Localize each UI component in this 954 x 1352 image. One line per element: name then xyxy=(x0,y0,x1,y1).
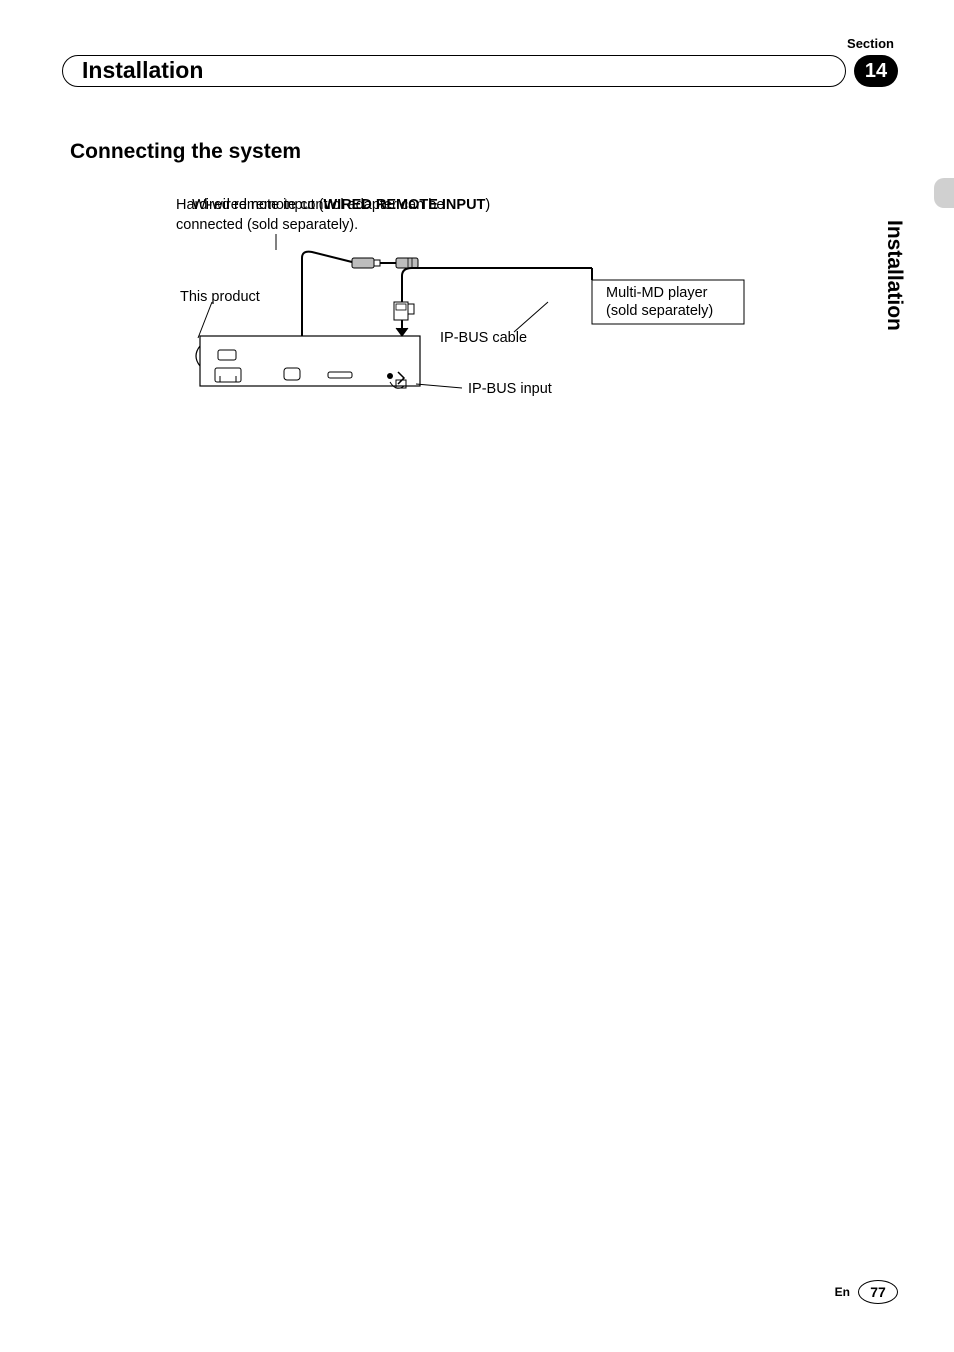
page-title: Installation xyxy=(82,57,203,84)
header-row: Installation 14 xyxy=(62,55,898,87)
ipbus-cable-label: IP-BUS cable xyxy=(440,329,527,349)
footer-language: En xyxy=(835,1285,850,1299)
ipbus-input-label: IP-BUS input xyxy=(468,380,552,400)
connection-diagram: Wired remote input (WIRED REMOTE INPUT) … xyxy=(70,176,750,416)
section-number-badge: 14 xyxy=(854,55,898,87)
multi-md-line2: (sold separately) xyxy=(606,302,713,322)
section-label: Section xyxy=(847,36,894,51)
multi-md-line1: Multi-MD player xyxy=(606,284,708,304)
subheading: Connecting the system xyxy=(70,140,301,164)
side-section-label: Installation xyxy=(882,220,906,331)
page-number: 77 xyxy=(858,1280,898,1304)
side-tab xyxy=(934,178,954,208)
footer: En 77 xyxy=(835,1280,898,1304)
this-product-label: This product xyxy=(180,288,260,308)
